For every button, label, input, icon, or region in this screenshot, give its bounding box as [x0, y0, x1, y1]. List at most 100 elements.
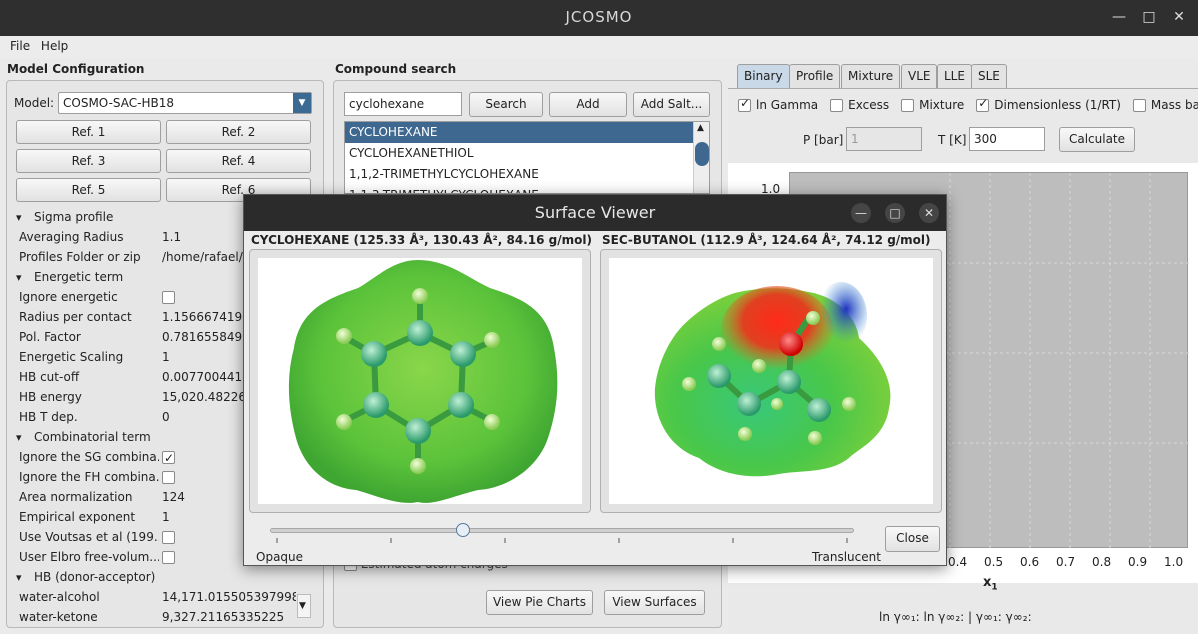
sec-butanol-label: SEC-BUTANOL (112.9 Å³, 124.64 Å², 74.12 … — [602, 233, 931, 247]
view-pie-charts-button[interactable]: View Pie Charts — [486, 590, 593, 615]
option-dimensionless-1-rt-[interactable]: Dimensionless (1/RT) — [976, 96, 1121, 112]
tab-profile[interactable]: Profile — [789, 64, 841, 88]
property-value[interactable]: 0.0077004415 — [162, 370, 250, 384]
property-row[interactable]: Averaging Radius 1.1 — [16, 227, 296, 247]
ref-3-button[interactable]: Ref. 3 — [16, 149, 161, 173]
property-value[interactable]: 0 — [162, 410, 170, 424]
search-button[interactable]: Search — [469, 92, 543, 117]
property-row[interactable]: Use Voutsas et al (199... — [16, 527, 296, 547]
dialog-close-icon[interactable]: ✕ — [919, 203, 939, 223]
tab-lle[interactable]: LLE — [937, 64, 972, 88]
checkbox[interactable] — [738, 96, 751, 112]
minimize-icon[interactable]: — — [1112, 9, 1126, 25]
dialog-minimize-icon[interactable]: — — [851, 203, 871, 223]
checkbox[interactable] — [162, 531, 175, 544]
list-item[interactable]: CYCLOHEXANETHIOL — [349, 146, 474, 160]
property-row[interactable]: Radius per contact 1.1566674190 — [16, 307, 296, 327]
property-group[interactable]: ▾ Combinatorial term — [16, 427, 296, 447]
property-checkbox[interactable] — [162, 467, 296, 487]
option-excess[interactable]: Excess — [830, 98, 889, 112]
checkbox[interactable] — [162, 291, 175, 304]
property-row[interactable]: Ignore the SG combina... — [16, 447, 296, 467]
collapse-triangle-icon[interactable]: ▾ — [16, 431, 22, 444]
property-row[interactable]: Empirical exponent 1 — [16, 507, 296, 527]
checkbox[interactable] — [1132, 99, 1146, 112]
property-row[interactable]: water-alcohol 14,171.015505397998 — [16, 587, 296, 607]
property-checkbox[interactable] — [162, 287, 296, 307]
property-value[interactable]: 14,171.015505397998 — [162, 590, 296, 604]
model-select[interactable]: COSMO-SAC-HB18 ▼ — [58, 92, 312, 114]
property-scrollbar[interactable]: ▼ — [297, 594, 311, 618]
property-row[interactable]: HB T dep. 0 — [16, 407, 296, 427]
chevron-down-icon[interactable]: ▼ — [293, 93, 311, 113]
property-checkbox[interactable] — [162, 447, 296, 467]
property-row[interactable]: water-ketone 9,327.21165335225 — [16, 607, 296, 627]
collapse-triangle-icon[interactable]: ▾ — [16, 571, 22, 584]
property-row[interactable]: Ignore energetic — [16, 287, 296, 307]
temperature-input[interactable]: 300 — [969, 127, 1045, 151]
menu-help[interactable]: Help — [40, 39, 69, 53]
property-row[interactable]: User Elbro free-volum... — [16, 547, 296, 567]
property-value[interactable]: 1.1 — [162, 230, 182, 244]
checkbox[interactable] — [162, 471, 175, 484]
property-group[interactable]: ▾ Sigma profile — [16, 207, 296, 227]
property-value[interactable]: 0.781655849 — [162, 330, 243, 344]
list-item[interactable]: 1,1,2-TRIMETHYLCYCLOHEXANE — [349, 167, 539, 181]
list-scrollbar[interactable]: ▲ — [693, 122, 709, 193]
menu-file[interactable]: File — [10, 39, 31, 53]
close-button[interactable]: Close — [885, 526, 940, 552]
option-mixture[interactable]: Mixture — [901, 98, 964, 112]
checkbox[interactable] — [901, 99, 915, 112]
ref-4-button[interactable]: Ref. 4 — [166, 149, 311, 173]
property-checkbox[interactable] — [162, 527, 296, 547]
transparency-slider-thumb[interactable] — [455, 523, 470, 537]
view-surfaces-button[interactable]: View Surfaces — [604, 590, 705, 615]
property-row[interactable]: Profiles Folder or zip/home/rafael/g — [16, 247, 296, 267]
property-value[interactable]: 15,020.482268 — [162, 390, 254, 404]
checkbox[interactable] — [976, 96, 990, 112]
ref-6-button[interactable]: Ref. 6 — [166, 178, 311, 202]
close-icon[interactable]: ✕ — [1173, 9, 1185, 25]
property-value[interactable]: 1 — [162, 510, 170, 524]
property-value[interactable]: /home/rafael/g — [162, 250, 251, 264]
property-row[interactable]: Energetic Scaling 1 — [16, 347, 296, 367]
property-value[interactable]: 1.1566674190 — [162, 310, 250, 324]
collapse-triangle-icon[interactable]: ▾ — [16, 211, 22, 224]
checkbox[interactable] — [162, 448, 175, 467]
list-item[interactable]: 1,1,3-TRIMETHYLCYCLOHEXANE — [345, 185, 709, 193]
compound-search-input[interactable]: cyclohexane — [344, 92, 462, 116]
transparency-slider-track[interactable] — [270, 528, 854, 533]
ref-5-button[interactable]: Ref. 5 — [16, 178, 161, 202]
ref-2-button[interactable]: Ref. 2 — [166, 120, 311, 144]
tab-vle[interactable]: VLE — [901, 64, 938, 88]
cyclohexane-surface[interactable] — [258, 258, 582, 504]
dialog-maximize-icon[interactable]: □ — [885, 203, 905, 223]
tab-binary[interactable]: Binary — [737, 64, 790, 88]
add-button[interactable]: Add — [549, 92, 627, 117]
sec-butanol-surface[interactable] — [609, 258, 933, 504]
add-salt-button[interactable]: Add Salt... — [633, 92, 710, 117]
property-row[interactable]: HB cut-off 0.0077004415 — [16, 367, 296, 387]
property-group[interactable]: ▾ Energetic term — [16, 267, 296, 287]
property-group[interactable]: ▾ HB (donor-acceptor) — [16, 567, 296, 587]
pressure-input[interactable]: 1 — [846, 127, 922, 151]
collapse-triangle-icon[interactable]: ▾ — [16, 271, 22, 284]
property-row[interactable]: Ignore the FH combina... — [16, 467, 296, 487]
calculate-button[interactable]: Calculate — [1059, 127, 1135, 152]
property-row[interactable]: Area normalization 124 — [16, 487, 296, 507]
option-ln-gamma[interactable]: ln Gamma — [738, 96, 818, 112]
option-mass-based[interactable]: Mass based — [1132, 98, 1198, 112]
maximize-icon[interactable]: □ — [1142, 9, 1156, 25]
property-value[interactable]: 9,327.21165335225 — [162, 610, 285, 624]
property-row[interactable]: Pol. Factor 0.781655849 — [16, 327, 296, 347]
property-value[interactable]: 124 — [162, 490, 185, 504]
checkbox[interactable] — [162, 551, 175, 564]
property-checkbox[interactable] — [162, 547, 296, 567]
list-item[interactable]: CYCLOHEXANE — [345, 122, 709, 143]
ref-1-button[interactable]: Ref. 1 — [16, 120, 161, 144]
checkbox[interactable] — [830, 99, 844, 112]
tab-sle[interactable]: SLE — [971, 64, 1007, 88]
tab-mixture[interactable]: Mixture — [841, 64, 901, 88]
property-value[interactable]: 1 — [162, 350, 170, 364]
property-row[interactable]: HB energy 15,020.482268 — [16, 387, 296, 407]
